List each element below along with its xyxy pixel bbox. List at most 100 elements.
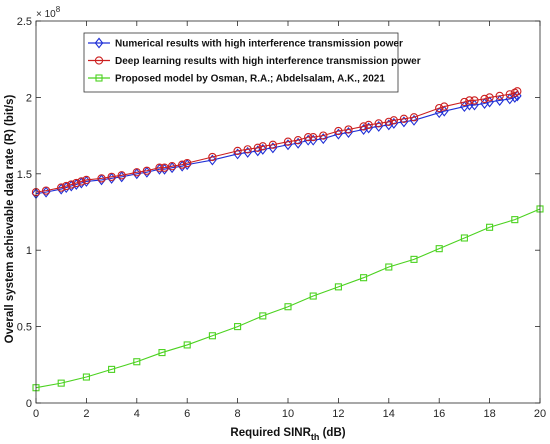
series-3-point <box>360 274 368 282</box>
series-2-point <box>97 174 106 183</box>
y-tick-label: 0.5 <box>17 322 32 334</box>
series-2-point <box>268 140 278 149</box>
tick-labels: 0 2 4 6 8 10 12 14 16 18 20 0 0.5 1 1.5 2 2.5 <box>17 16 546 420</box>
series-2-point <box>384 117 393 126</box>
series-2-point <box>505 90 514 99</box>
series-1-point <box>77 177 86 189</box>
legend-label: Numerical results with high interference… <box>115 39 403 50</box>
series-2-point <box>41 186 51 195</box>
series-2-point <box>344 125 353 134</box>
series-1-point <box>233 148 242 160</box>
series-1-point <box>258 143 268 155</box>
series-3-point <box>309 292 317 300</box>
legend-item-3: Proposed model by Osman, R.A.; Abdelsala… <box>88 74 385 85</box>
series-2-point <box>495 91 504 101</box>
y-exponent-power: 8 <box>56 5 61 14</box>
axes-layer <box>35 20 541 404</box>
series-1-point <box>268 142 278 154</box>
series-2 <box>31 87 522 197</box>
series-2-point <box>309 132 318 142</box>
x-tick-label: 14 <box>383 408 395 420</box>
series-3-point <box>183 341 191 349</box>
series-3-point <box>234 323 242 331</box>
series-3-point <box>208 332 216 340</box>
series-2-point <box>117 171 126 180</box>
series-3-point <box>460 234 468 242</box>
series-2-point <box>208 152 217 162</box>
series-1-point <box>334 128 343 140</box>
legend-marker <box>94 37 104 49</box>
series-2-point <box>364 120 373 130</box>
legend-box <box>83 32 399 93</box>
y-tick-label: 1 <box>26 245 32 257</box>
series-1-point <box>374 120 384 132</box>
x-tick-label: 0 <box>33 408 39 420</box>
series-2-point <box>57 183 66 192</box>
x-tick-label: 6 <box>184 408 190 420</box>
series-3-line <box>35 208 541 389</box>
series-1-point <box>364 122 373 134</box>
series-2-point <box>258 142 267 151</box>
y-tick-label: 0 <box>26 398 32 410</box>
legend-marker <box>95 74 103 82</box>
series-2-point <box>480 94 489 104</box>
series-2-point <box>167 162 177 171</box>
series-1-point <box>283 139 293 151</box>
y-exponent-base: × 10 <box>36 9 56 20</box>
series-2-point <box>304 132 313 142</box>
series-2-point <box>62 181 71 191</box>
series-1-point <box>409 114 419 126</box>
series-3-point <box>334 283 342 291</box>
series-2-point <box>183 158 192 168</box>
y-axis-exponent: × 108 <box>36 5 61 20</box>
series-2-point <box>155 163 164 172</box>
series-2-point <box>359 122 368 131</box>
series-2-point <box>77 177 86 186</box>
series-2-point <box>409 113 419 122</box>
series-1-point <box>243 146 252 158</box>
series-1-point <box>72 179 81 190</box>
x-axis-title-subscript: th <box>311 432 320 442</box>
legend-marker <box>94 56 104 65</box>
series-1-point <box>182 159 192 171</box>
y-tick-label: 2 <box>26 92 32 104</box>
x-tick-label: 16 <box>433 408 445 420</box>
series-3-point <box>108 365 116 373</box>
series-3-point <box>284 303 292 311</box>
series-2-point <box>319 131 328 140</box>
series-3-point <box>385 263 393 271</box>
series-2-point <box>82 175 91 185</box>
series-3-point <box>57 379 65 387</box>
series-3-point <box>410 255 418 263</box>
series-2-point <box>399 114 409 123</box>
series-3-point <box>259 312 267 320</box>
series-2-point <box>334 126 343 136</box>
y-axis-title: Overall system achievable data rate (R) … <box>4 95 16 344</box>
series-2-point <box>72 178 81 188</box>
series-2-point <box>253 143 262 152</box>
x-axis-title-unit: (dB) <box>319 427 345 439</box>
series-3-point <box>511 216 519 224</box>
series-2-point <box>513 87 522 96</box>
y-tick-label: 2.5 <box>17 16 32 28</box>
legend-label: Proposed model by Osman, R.A.; Abdelsala… <box>115 74 385 85</box>
series-2-point <box>293 136 303 145</box>
series-layer <box>31 87 544 392</box>
legend-label: Deep learning results with high interfer… <box>115 56 421 67</box>
series-2-point <box>283 137 293 146</box>
series-3-point <box>133 358 141 366</box>
legend-item-1: Numerical results with high interference… <box>88 37 403 50</box>
series-3-point <box>435 245 443 253</box>
x-tick-label: 4 <box>134 408 140 420</box>
series-2-point <box>233 146 242 156</box>
series-3-point <box>158 349 166 357</box>
series-2-point <box>142 166 152 175</box>
x-axis-title-main: Required SINR <box>230 427 311 439</box>
x-tick-label: 12 <box>332 408 344 420</box>
series-3-point <box>82 373 90 381</box>
legend: Numerical results with high interference… <box>83 32 421 93</box>
series-3 <box>32 205 544 392</box>
series-1-point <box>318 133 328 145</box>
x-tick-label: 2 <box>83 408 89 420</box>
x-axis-title: Required SINRth (dB) <box>230 427 345 442</box>
